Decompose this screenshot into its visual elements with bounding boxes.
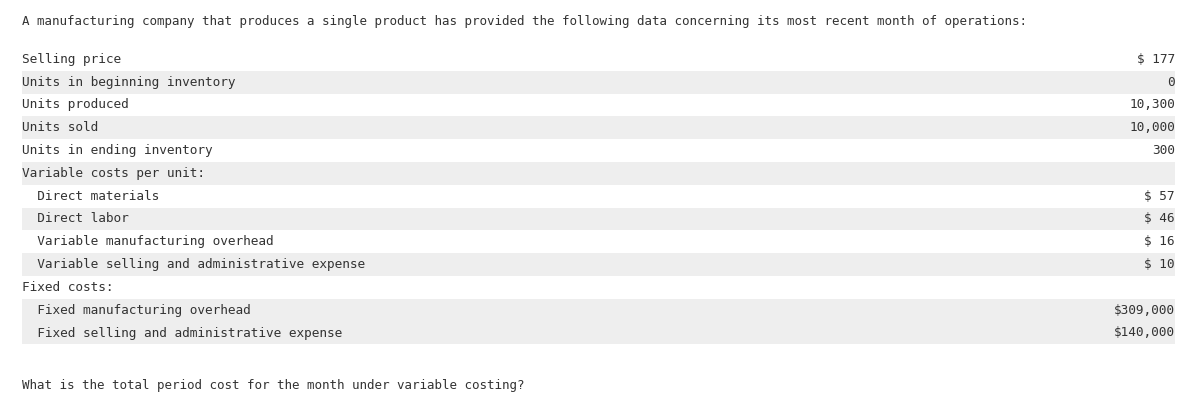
Text: Fixed costs:: Fixed costs: xyxy=(22,281,114,294)
Text: 0: 0 xyxy=(1168,76,1175,89)
Text: Fixed selling and administrative expense: Fixed selling and administrative expense xyxy=(22,326,342,339)
Text: Direct labor: Direct labor xyxy=(22,213,128,226)
Text: Units in beginning inventory: Units in beginning inventory xyxy=(22,76,235,89)
Bar xyxy=(22,116,1175,139)
Text: Units in ending inventory: Units in ending inventory xyxy=(22,144,212,157)
Text: Direct materials: Direct materials xyxy=(22,190,160,203)
Bar xyxy=(22,207,1175,231)
Bar xyxy=(22,162,1175,185)
Text: Variable selling and administrative expense: Variable selling and administrative expe… xyxy=(22,258,365,271)
Text: 10,000: 10,000 xyxy=(1129,121,1175,134)
Text: $309,000: $309,000 xyxy=(1114,304,1175,317)
Text: A manufacturing company that produces a single product has provided the followin: A manufacturing company that produces a … xyxy=(22,15,1027,28)
Bar xyxy=(22,71,1175,94)
Text: $ 57: $ 57 xyxy=(1145,190,1175,203)
Bar xyxy=(22,253,1175,276)
Text: $ 10: $ 10 xyxy=(1145,258,1175,271)
Text: $ 46: $ 46 xyxy=(1145,213,1175,226)
Text: Variable manufacturing overhead: Variable manufacturing overhead xyxy=(22,235,274,248)
Text: Fixed manufacturing overhead: Fixed manufacturing overhead xyxy=(22,304,251,317)
Text: $ 16: $ 16 xyxy=(1145,235,1175,248)
Text: Selling price: Selling price xyxy=(22,53,121,66)
Text: Units produced: Units produced xyxy=(22,99,128,111)
Text: $ 177: $ 177 xyxy=(1136,53,1175,66)
Text: What is the total period cost for the month under variable costing?: What is the total period cost for the mo… xyxy=(22,379,524,392)
Text: $140,000: $140,000 xyxy=(1114,326,1175,339)
Text: 10,300: 10,300 xyxy=(1129,99,1175,111)
Text: Units sold: Units sold xyxy=(22,121,98,134)
Bar xyxy=(22,322,1175,344)
Text: 300: 300 xyxy=(1152,144,1175,157)
Text: Variable costs per unit:: Variable costs per unit: xyxy=(22,167,205,180)
Bar xyxy=(22,299,1175,322)
